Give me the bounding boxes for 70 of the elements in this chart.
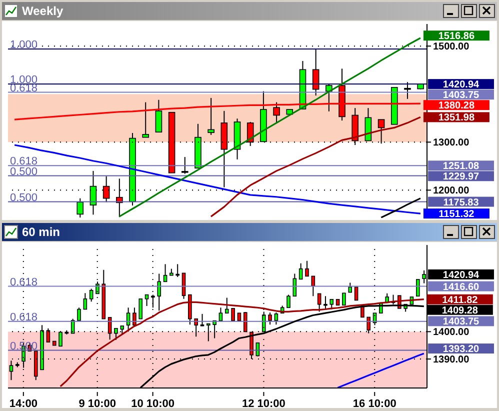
ref-line-label: 1175.83 bbox=[443, 197, 480, 208]
candlestick bbox=[208, 97, 214, 136]
candlestick bbox=[312, 48, 320, 96]
candlestick bbox=[138, 298, 143, 320]
candlestick bbox=[9, 360, 14, 381]
candlestick bbox=[378, 119, 385, 144]
candlestick bbox=[83, 292, 88, 310]
candlestick bbox=[231, 308, 235, 322]
chart-title: Weekly bbox=[22, 4, 64, 18]
x-tick-label: 10 10:00 bbox=[131, 398, 175, 410]
y-tick-label: 1500.00 bbox=[433, 42, 470, 53]
ref-line-label: 1416.60 bbox=[442, 282, 480, 293]
candlestick bbox=[404, 82, 411, 100]
annotation: 0.618 bbox=[10, 276, 38, 288]
data-label: 1411.82 bbox=[442, 294, 478, 306]
line-series bbox=[380, 198, 422, 218]
ref-line-label: 1393.20 bbox=[442, 344, 480, 356]
ref-line-label: 1403.75 bbox=[442, 316, 480, 328]
line-series bbox=[210, 116, 422, 218]
candlestick bbox=[416, 279, 420, 297]
chart-title: 60 min bbox=[22, 225, 62, 239]
data-label: 1409.28 bbox=[442, 305, 478, 316]
data-label: 1351.98 bbox=[438, 112, 475, 124]
annotation: 0.500 bbox=[10, 166, 38, 178]
candlestick bbox=[324, 296, 328, 310]
ref-line-label: 1420.94 bbox=[442, 80, 480, 91]
annotation: 0.618 bbox=[10, 311, 38, 324]
candlestick bbox=[317, 293, 322, 312]
candlestick bbox=[286, 294, 290, 308]
annotation: 0.500 bbox=[10, 192, 38, 204]
candlestick bbox=[218, 307, 223, 322]
x-tick-label: 12 10:00 bbox=[242, 398, 286, 410]
x-tick-label: 9 10:00 bbox=[78, 398, 116, 410]
candlestick bbox=[274, 312, 278, 326]
annotation: 0.618 bbox=[10, 82, 38, 94]
candlestick bbox=[157, 273, 162, 312]
candlestick bbox=[181, 156, 188, 174]
candlestick bbox=[176, 264, 180, 278]
data-label: 1380.28 bbox=[438, 100, 475, 112]
candlestick bbox=[268, 312, 272, 326]
x-tick-label: 14:00 bbox=[9, 398, 38, 410]
candlestick bbox=[354, 286, 358, 301]
data-label: 1151.32 bbox=[438, 209, 475, 220]
candlestick bbox=[77, 307, 81, 321]
line-series bbox=[118, 37, 422, 218]
annotation: 1.000 bbox=[10, 38, 38, 51]
x-tick-label: 16 10:00 bbox=[352, 398, 396, 410]
y-tick-label: 1200.00 bbox=[433, 186, 470, 197]
candlestick bbox=[305, 260, 309, 277]
candlestick bbox=[348, 282, 352, 293]
candlestick bbox=[76, 198, 84, 218]
candlestick bbox=[142, 102, 150, 138]
candlestick bbox=[342, 292, 346, 306]
ref-line-label: 1403.75 bbox=[442, 90, 480, 102]
line-series bbox=[336, 352, 425, 388]
candlestick bbox=[224, 297, 229, 314]
ref-line-label: 1251.08 bbox=[442, 161, 480, 172]
ref-line-label: 1229.97 bbox=[442, 172, 480, 183]
candlestick bbox=[163, 264, 168, 282]
y-tick-label: 1300.00 bbox=[433, 138, 470, 149]
candlestick bbox=[144, 294, 149, 306]
data-label: 1516.86 bbox=[438, 31, 475, 42]
candlestick bbox=[89, 288, 94, 302]
text: 1420.94 bbox=[442, 270, 480, 281]
y-tick-label: 1390.00 bbox=[433, 354, 470, 366]
candlestick bbox=[155, 99, 162, 133]
candlestick bbox=[298, 262, 303, 280]
y-tick-label: 1400.00 bbox=[433, 327, 470, 338]
candlestick bbox=[132, 307, 136, 326]
annotation: 0.618 bbox=[10, 156, 38, 168]
